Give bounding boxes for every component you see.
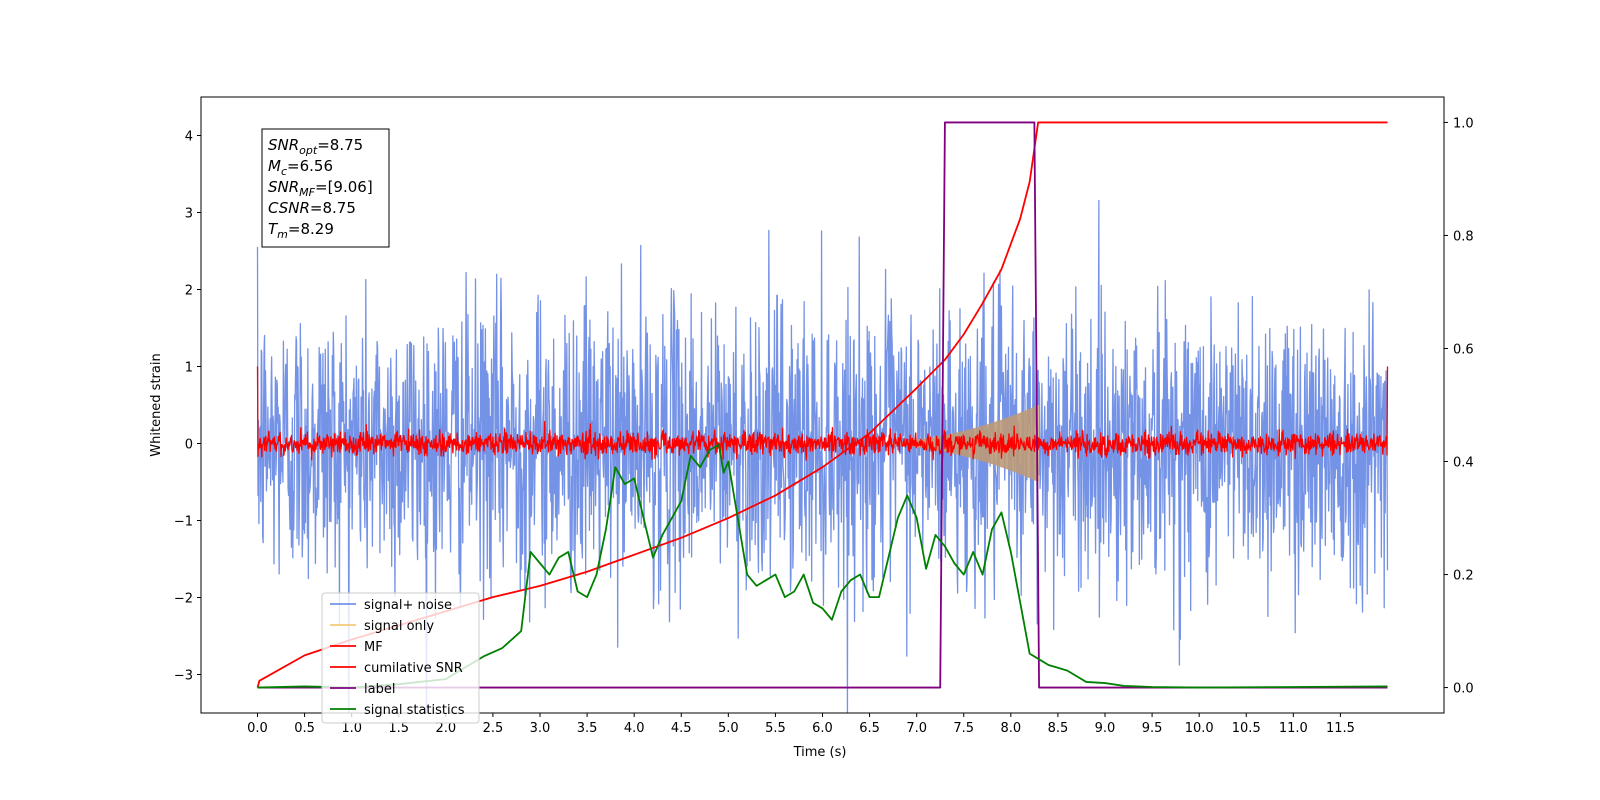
x-tick-label: 0.5 — [294, 721, 315, 736]
y-tick-label: 1 — [185, 361, 193, 376]
x-tick-label: 8.5 — [1048, 721, 1069, 736]
x-tick-label: 4.5 — [671, 721, 692, 736]
x-tick-label: 9.0 — [1095, 721, 1116, 736]
x-tick-label: 3.5 — [577, 721, 598, 736]
x-tick-label: 0.0 — [247, 721, 268, 736]
x-tick-label: 7.0 — [906, 721, 927, 736]
x-tick-label: 4.0 — [624, 721, 645, 736]
y2-tick-label: 0.2 — [1453, 569, 1474, 584]
series-signal-statistics-line — [257, 443, 1388, 689]
y-tick-label: 2 — [185, 284, 193, 299]
x-tick-label: 3.0 — [530, 721, 551, 736]
y-tick-label: −2 — [174, 592, 193, 607]
x-tick-label: 6.5 — [859, 721, 880, 736]
x-tick-label: 10.0 — [1185, 721, 1214, 736]
y2-tick-label: 1.0 — [1453, 116, 1474, 131]
series-mf-line — [256, 366, 1389, 461]
y-tick-label: 4 — [185, 130, 193, 145]
y2-tick-label: 0.0 — [1453, 682, 1474, 697]
info-box-line: SNRopt=8.75 — [268, 136, 363, 157]
x-tick-label: 2.0 — [435, 721, 456, 736]
x-tick-label: 6.0 — [812, 721, 833, 736]
legend-frame — [321, 592, 480, 724]
legend-label-signal-statistics: signal statistics — [364, 703, 465, 718]
info-box-line: Mc=6.56 — [268, 157, 333, 178]
y2-tick-label: 0.6 — [1453, 342, 1474, 357]
legend-label-cumilative-snr: cumilative SNR — [364, 661, 463, 676]
y-tick-label: 0 — [185, 438, 193, 453]
legend-label-label: label — [364, 682, 395, 697]
x-tick-label: 5.0 — [718, 721, 739, 736]
x-tick-label: 9.5 — [1142, 721, 1163, 736]
y2-tick-label: 0.4 — [1453, 456, 1474, 471]
x-tick-label: 1.0 — [341, 721, 362, 736]
x-tick-label: 5.5 — [765, 721, 786, 736]
legend-label-mf: MF — [364, 640, 383, 655]
info-box-line: SNRMF=[9.06] — [268, 178, 373, 199]
y-axis-left: −3 −2 −1 0 1 2 3 4 — [174, 130, 201, 684]
x-tick-label: 11.5 — [1326, 721, 1355, 736]
info-box-line: Tm=8.29 — [268, 220, 334, 241]
y2-tick-label: 0.8 — [1453, 229, 1474, 244]
legend-label-signal-only: signal only — [364, 619, 434, 634]
info-box-frame — [261, 128, 390, 248]
legend-label-signal-noise: signal+ noise — [364, 598, 452, 613]
y-axis-label: Whitened strain — [149, 353, 164, 456]
x-tick-label: 1.5 — [388, 721, 409, 736]
x-axis-label: Time (s) — [793, 745, 847, 760]
y-tick-label: −3 — [174, 669, 193, 684]
plot-area — [256, 121, 1389, 713]
x-tick-label: 11.0 — [1279, 721, 1308, 736]
y-axis-right: 0.0 0.2 0.4 0.6 0.8 1.0 — [1444, 116, 1474, 697]
x-tick-label: 7.5 — [953, 721, 974, 736]
x-tick-label: 10.5 — [1232, 721, 1261, 736]
info-box-line: CSNR=8.75 — [268, 199, 356, 217]
x-tick-label: 8.0 — [1000, 721, 1021, 736]
y-tick-label: 3 — [185, 207, 193, 222]
x-tick-label: 2.5 — [483, 721, 504, 736]
x-axis: 0.0 0.5 1.0 1.5 2.0 2.5 3.0 3.5 4.0 4.5 5.0 5.5 6.0 6… — [247, 713, 1355, 736]
series-label-line — [257, 121, 1388, 689]
y-tick-label: −1 — [174, 515, 193, 530]
legend: signal+ noise signal only MF cumilative SNR… — [321, 592, 480, 724]
